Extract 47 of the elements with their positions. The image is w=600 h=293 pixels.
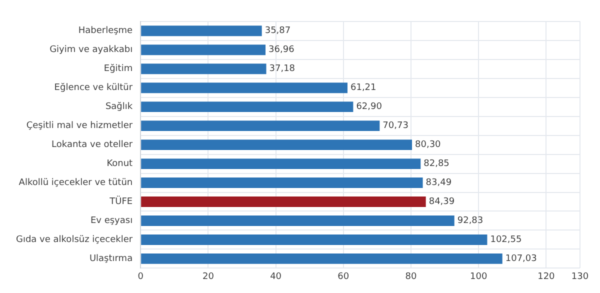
y-tick-label: TÜFE (108, 195, 133, 208)
bar (141, 64, 266, 74)
bar (141, 196, 426, 207)
bar (141, 253, 502, 264)
x-tick-label: 20 (202, 272, 214, 282)
data-label: 107,03 (505, 254, 537, 264)
data-label: 61,21 (350, 83, 376, 94)
x-tick-label: 130 (571, 272, 589, 282)
x-tick-label: 60 (338, 272, 350, 282)
y-tick-label: Sağlık (105, 101, 134, 112)
bar (141, 178, 423, 188)
data-label: 62,90 (356, 102, 382, 112)
bar (141, 158, 421, 170)
data-label: 70,73 (382, 121, 408, 132)
data-label: 80,30 (415, 140, 442, 150)
bar (141, 82, 348, 94)
data-label: 35,87 (264, 26, 291, 36)
data-label: 84,39 (428, 197, 455, 208)
data-label: 36,96 (268, 45, 295, 56)
data-label: 82,85 (424, 159, 450, 170)
y-tick-label: Giyim ve ayakkabı (50, 45, 133, 56)
x-tick-label: 40 (270, 272, 282, 282)
data-label: 102,55 (490, 235, 522, 246)
x-tick-label: 80 (405, 272, 417, 282)
x-tick-label: 120 (538, 272, 556, 282)
y-tick-label: Haberleşme (78, 26, 134, 36)
bar (141, 102, 354, 112)
bar (141, 44, 266, 56)
bar (141, 216, 454, 226)
bar (141, 234, 488, 245)
y-tick-label: Lokanta ve oteller (52, 140, 133, 150)
y-tick-label: Konut (106, 159, 134, 170)
y-tick-label: Ev eşyası (90, 216, 133, 226)
y-tick-label: Eğitim (104, 63, 133, 74)
y-tick-label: Gıda ve alkolsüz içecekler (16, 235, 133, 246)
y-tick-label: Eğlence ve kültür (54, 82, 133, 94)
data-label: 83,49 (426, 178, 452, 188)
bar (141, 140, 412, 150)
x-tick-label: 0 (138, 272, 144, 282)
x-tick-label: 100 (470, 272, 488, 282)
y-tick-label: Çeşitli mal ve hizmetler (26, 121, 133, 132)
data-label: 92,83 (457, 216, 484, 226)
bar (141, 26, 262, 36)
bar (141, 120, 380, 132)
y-tick-label: Alkollü içecekler ve tütün (18, 178, 133, 188)
y-tick-label: Ulaştırma (89, 254, 133, 264)
data-label: 37,18 (269, 64, 296, 74)
